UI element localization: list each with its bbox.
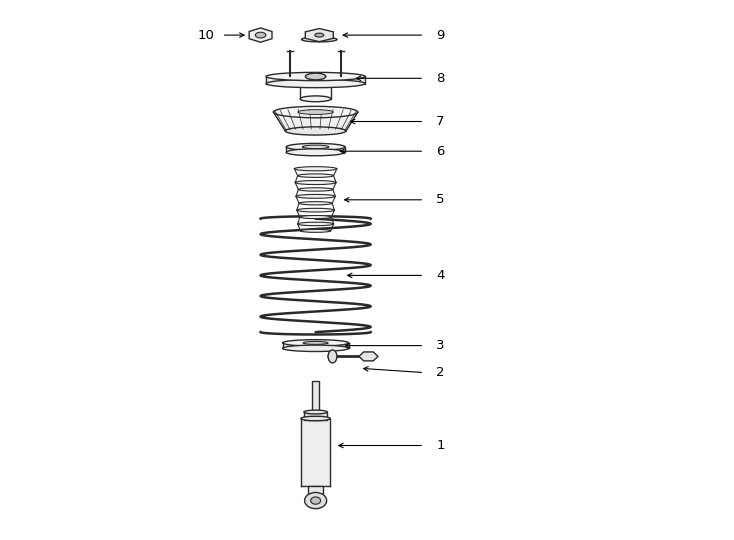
Text: 4: 4 bbox=[436, 269, 445, 282]
Ellipse shape bbox=[255, 32, 266, 38]
Ellipse shape bbox=[298, 174, 333, 178]
Text: 10: 10 bbox=[197, 29, 214, 42]
Ellipse shape bbox=[283, 345, 349, 352]
Ellipse shape bbox=[294, 167, 337, 171]
Ellipse shape bbox=[273, 106, 358, 118]
Ellipse shape bbox=[297, 208, 335, 212]
Ellipse shape bbox=[303, 341, 328, 345]
Ellipse shape bbox=[286, 144, 345, 150]
Ellipse shape bbox=[302, 145, 329, 149]
Text: 5: 5 bbox=[436, 193, 445, 206]
Ellipse shape bbox=[298, 110, 333, 114]
Ellipse shape bbox=[301, 416, 330, 421]
Polygon shape bbox=[359, 352, 378, 361]
Ellipse shape bbox=[302, 37, 337, 42]
Ellipse shape bbox=[286, 149, 345, 156]
Ellipse shape bbox=[266, 72, 366, 80]
Ellipse shape bbox=[266, 79, 366, 87]
Text: 1: 1 bbox=[436, 439, 445, 452]
Bar bbox=[266, 76, 365, 84]
Ellipse shape bbox=[300, 96, 331, 102]
Polygon shape bbox=[249, 28, 272, 42]
Bar bbox=[312, 381, 319, 416]
Text: 3: 3 bbox=[436, 339, 445, 352]
Polygon shape bbox=[305, 29, 333, 42]
Ellipse shape bbox=[297, 222, 334, 226]
Bar bbox=[308, 486, 323, 494]
Text: 7: 7 bbox=[436, 115, 445, 128]
Ellipse shape bbox=[300, 230, 331, 232]
Ellipse shape bbox=[286, 127, 346, 135]
Ellipse shape bbox=[315, 33, 324, 37]
Ellipse shape bbox=[299, 215, 332, 219]
Ellipse shape bbox=[328, 350, 337, 363]
Circle shape bbox=[305, 492, 327, 509]
Ellipse shape bbox=[304, 410, 327, 414]
Ellipse shape bbox=[299, 201, 333, 205]
Text: 2: 2 bbox=[436, 366, 445, 379]
Text: 9: 9 bbox=[436, 29, 445, 42]
Polygon shape bbox=[273, 112, 358, 131]
Ellipse shape bbox=[295, 180, 336, 185]
Text: 8: 8 bbox=[436, 72, 445, 85]
Ellipse shape bbox=[305, 73, 326, 80]
Ellipse shape bbox=[296, 194, 335, 198]
Ellipse shape bbox=[283, 340, 349, 346]
Text: 6: 6 bbox=[436, 145, 445, 158]
Circle shape bbox=[310, 497, 321, 504]
Bar bbox=[301, 418, 330, 486]
Bar bbox=[304, 412, 327, 420]
Ellipse shape bbox=[298, 188, 333, 191]
